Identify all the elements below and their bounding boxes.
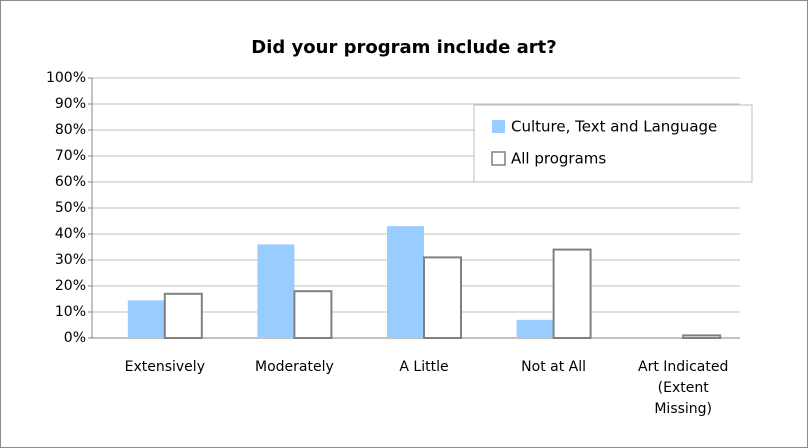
y-tick-label: 10%: [55, 304, 86, 320]
y-tick-label: 40%: [55, 226, 86, 242]
legend-label: Culture, Text and Language: [511, 118, 717, 136]
x-tick-label: Art Indicated (Extent Missing): [638, 359, 729, 417]
y-tick-label: 60%: [55, 174, 86, 190]
bar: [682, 334, 722, 339]
y-tick-label: 80%: [55, 122, 86, 138]
bar: [423, 256, 462, 339]
x-tick-label: A Little: [399, 359, 449, 375]
bar: [163, 292, 203, 339]
legend-box: [473, 104, 753, 183]
legend-label: All programs: [511, 150, 606, 168]
bar: [293, 290, 333, 340]
y-tick-label: 90%: [55, 96, 86, 112]
y-tick-label: 30%: [55, 252, 86, 268]
legend-swatch: [491, 151, 506, 166]
bar: [516, 319, 554, 338]
chart-title: Did your program include art?: [251, 37, 556, 58]
y-tick-label: 70%: [55, 148, 86, 164]
y-tick-label: 100%: [46, 70, 86, 86]
bar: [127, 300, 165, 338]
bar: [257, 244, 295, 338]
x-tick-label: Not at All: [521, 359, 587, 375]
y-tick-label: 0%: [64, 330, 86, 346]
y-tick-label: 50%: [55, 200, 86, 216]
y-tick-label: 20%: [55, 278, 86, 294]
legend-swatch: [492, 120, 505, 133]
bar: [552, 248, 592, 340]
x-tick-label: Extensively: [124, 359, 205, 375]
bar: [387, 226, 424, 338]
x-tick-label: Moderately: [255, 359, 334, 375]
